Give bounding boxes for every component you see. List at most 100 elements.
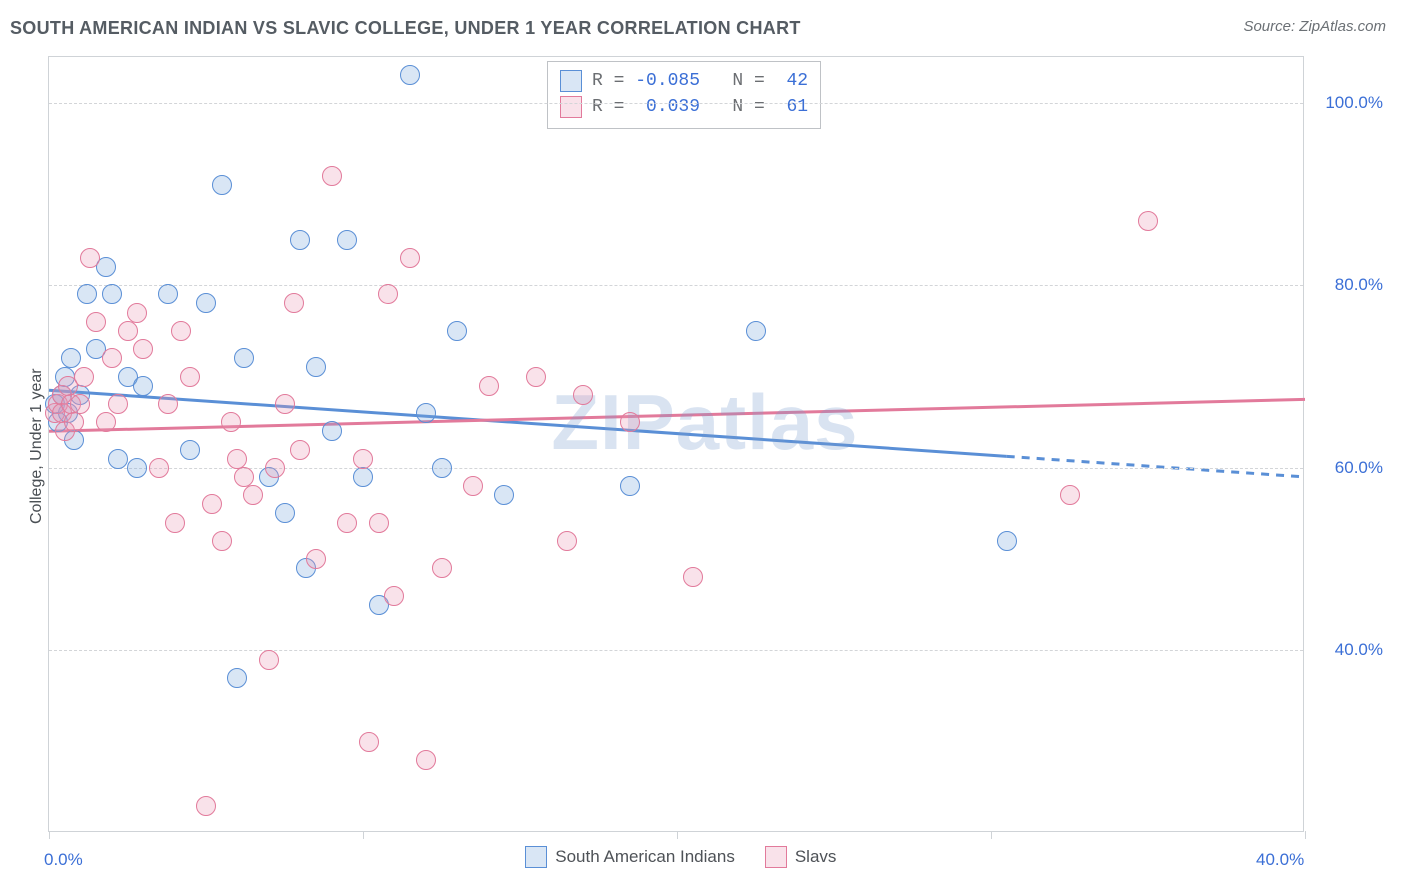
correlation-legend: R = -0.085 N = 42R = 0.039 N = 61	[547, 61, 821, 129]
data-point	[997, 531, 1017, 551]
x-tick-mark	[1305, 831, 1306, 839]
series-legend: South American Indians Slavs	[525, 846, 836, 868]
data-point	[416, 750, 436, 770]
data-point	[127, 458, 147, 478]
data-point	[180, 367, 200, 387]
data-point	[108, 449, 128, 469]
data-point	[74, 367, 94, 387]
data-point	[96, 412, 116, 432]
data-point	[290, 230, 310, 250]
data-point	[127, 303, 147, 323]
data-point	[212, 175, 232, 195]
data-point	[573, 385, 593, 405]
scatter-chart: ZIPatlas R = -0.085 N = 42R = 0.039 N = …	[48, 56, 1304, 832]
data-point	[158, 284, 178, 304]
data-point	[275, 394, 295, 414]
legend-swatch	[560, 96, 582, 118]
data-point	[77, 284, 97, 304]
data-point	[102, 348, 122, 368]
data-point	[337, 513, 357, 533]
data-point	[196, 293, 216, 313]
data-point	[353, 467, 373, 487]
data-point	[322, 166, 342, 186]
data-point	[61, 348, 81, 368]
y-tick-label: 40.0%	[1313, 640, 1383, 660]
gridline	[49, 650, 1303, 651]
legend-swatch	[765, 846, 787, 868]
data-point	[227, 668, 247, 688]
data-point	[221, 412, 241, 432]
data-point	[400, 248, 420, 268]
data-point	[275, 503, 295, 523]
trend-line	[1007, 456, 1305, 477]
data-point	[494, 485, 514, 505]
data-point	[384, 586, 404, 606]
data-point	[102, 284, 122, 304]
data-point	[180, 440, 200, 460]
chart-title: SOUTH AMERICAN INDIAN VS SLAVIC COLLEGE,…	[10, 18, 801, 39]
x-axis-min-label: 0.0%	[44, 850, 83, 870]
data-point	[353, 449, 373, 469]
data-point	[243, 485, 263, 505]
x-tick-mark	[677, 831, 678, 839]
data-point	[746, 321, 766, 341]
x-tick-mark	[991, 831, 992, 839]
data-point	[1060, 485, 1080, 505]
legend-stats: R = 0.039 N = 61	[592, 94, 808, 120]
data-point	[378, 284, 398, 304]
gridline	[49, 285, 1303, 286]
data-point	[196, 796, 216, 816]
legend-stats: R = -0.085 N = 42	[592, 68, 808, 94]
trend-lines-layer	[49, 57, 1303, 831]
data-point	[227, 449, 247, 469]
data-point	[118, 321, 138, 341]
x-tick-mark	[363, 831, 364, 839]
data-point	[284, 293, 304, 313]
data-point	[620, 412, 640, 432]
source-attribution: Source: ZipAtlas.com	[1243, 18, 1386, 35]
y-axis-label: College, Under 1 year	[28, 368, 46, 524]
y-tick-label: 60.0%	[1313, 458, 1383, 478]
data-point	[171, 321, 191, 341]
data-point	[212, 531, 232, 551]
legend-row: R = -0.085 N = 42	[560, 68, 808, 94]
data-point	[202, 494, 222, 514]
gridline	[49, 103, 1303, 104]
data-point	[306, 357, 326, 377]
x-axis-max-label: 40.0%	[1256, 850, 1304, 870]
data-point	[306, 549, 326, 569]
data-point	[290, 440, 310, 460]
legend-item: South American Indians	[525, 846, 735, 868]
legend-item: Slavs	[765, 846, 837, 868]
data-point	[158, 394, 178, 414]
data-point	[86, 312, 106, 332]
data-point	[133, 339, 153, 359]
data-point	[80, 248, 100, 268]
data-point	[265, 458, 285, 478]
y-tick-label: 80.0%	[1313, 275, 1383, 295]
data-point	[432, 558, 452, 578]
data-point	[416, 403, 436, 423]
data-point	[526, 367, 546, 387]
x-tick-mark	[49, 831, 50, 839]
data-point	[463, 476, 483, 496]
data-point	[108, 394, 128, 414]
data-point	[359, 732, 379, 752]
data-point	[447, 321, 467, 341]
legend-label: South American Indians	[555, 847, 735, 867]
legend-row: R = 0.039 N = 61	[560, 94, 808, 120]
y-tick-label: 100.0%	[1313, 93, 1383, 113]
data-point	[400, 65, 420, 85]
data-point	[234, 348, 254, 368]
data-point	[149, 458, 169, 478]
data-point	[1138, 211, 1158, 231]
data-point	[369, 513, 389, 533]
data-point	[165, 513, 185, 533]
data-point	[432, 458, 452, 478]
legend-swatch	[560, 70, 582, 92]
data-point	[259, 650, 279, 670]
data-point	[322, 421, 342, 441]
data-point	[234, 467, 254, 487]
legend-label: Slavs	[795, 847, 837, 867]
data-point	[620, 476, 640, 496]
